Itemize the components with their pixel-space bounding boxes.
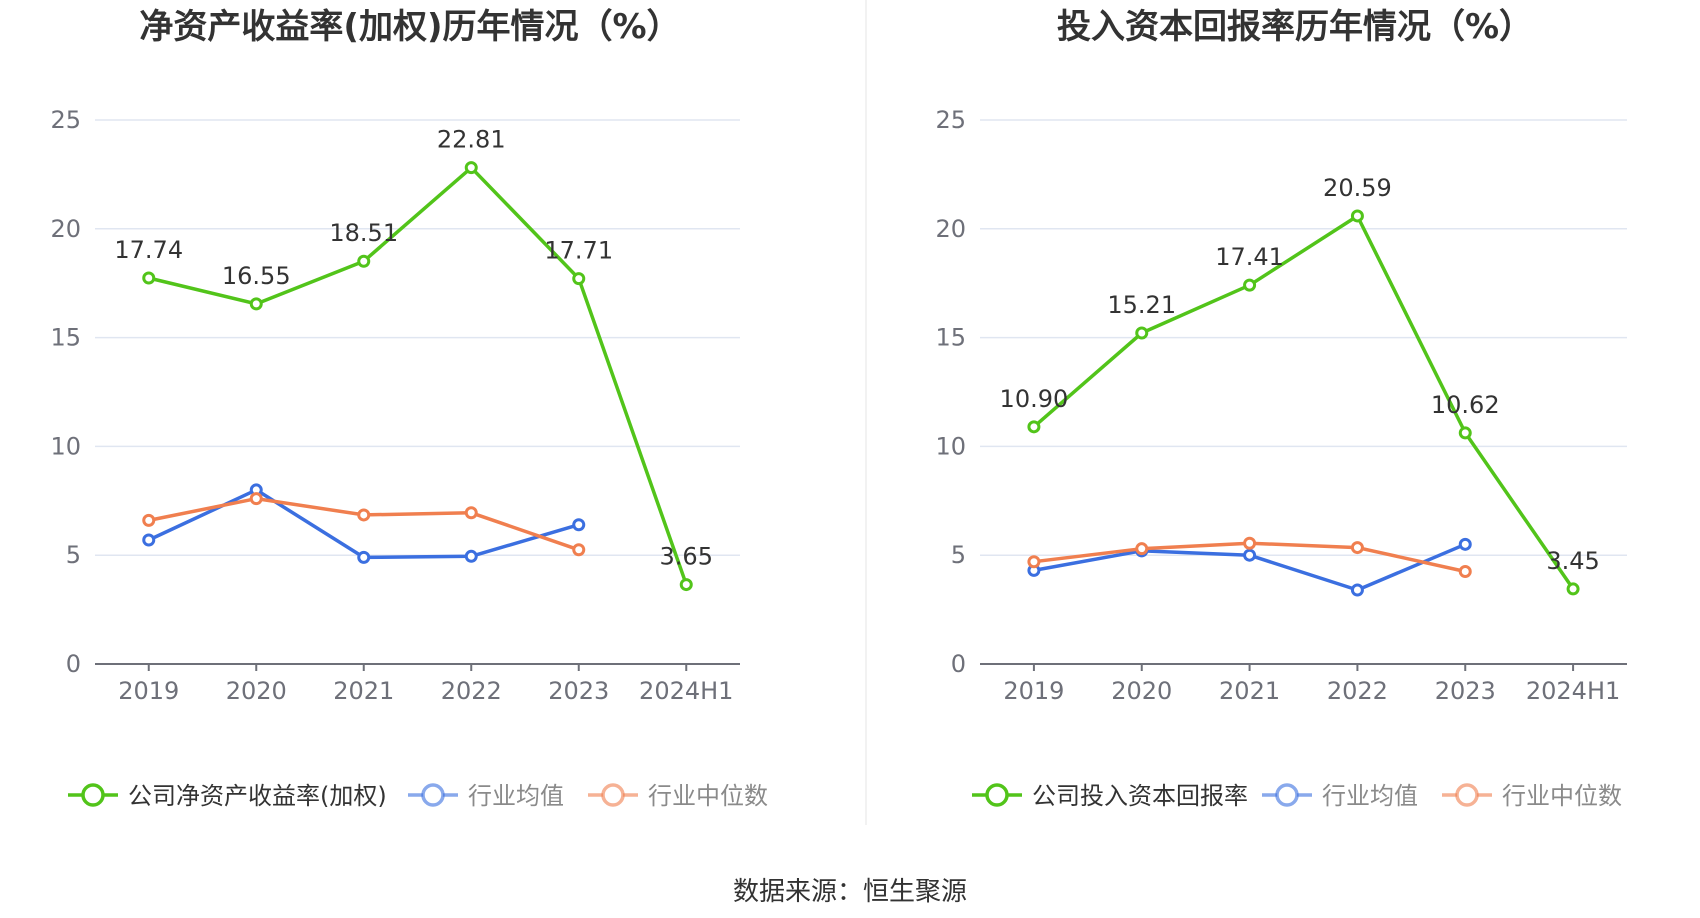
data-point <box>1566 582 1580 596</box>
legend-item: 公司净资产收益率(加权) <box>68 782 387 810</box>
series-3 <box>1027 536 1472 579</box>
y-tick-label: 0 <box>66 650 81 678</box>
data-point <box>1243 536 1257 550</box>
data-label: 3.65 <box>660 543 713 571</box>
data-point <box>572 543 586 557</box>
x-tick-label: 2020 <box>226 677 287 705</box>
data-source: 数据来源：恒生聚源 <box>733 877 967 907</box>
data-point <box>142 513 156 527</box>
legend-marker <box>1275 783 1299 807</box>
x-tick-label: 2024H1 <box>1526 677 1620 705</box>
x-tick-label: 2022 <box>1327 677 1388 705</box>
x-tick-label: 2024H1 <box>639 677 733 705</box>
series-2 <box>142 483 586 564</box>
legend-marker <box>601 783 625 807</box>
data-point <box>1243 548 1257 562</box>
data-point <box>572 272 586 286</box>
legend-label: 行业均值 <box>468 782 564 810</box>
legend-item: 行业中位数 <box>588 782 768 810</box>
data-label: 3.45 <box>1546 547 1599 575</box>
data-label: 22.81 <box>437 126 506 154</box>
data-label: 17.71 <box>544 237 613 265</box>
legend-label: 公司投入资本回报率 <box>1032 782 1248 810</box>
x-tick-label: 2022 <box>441 677 502 705</box>
series-3 <box>142 492 586 557</box>
data-point <box>142 533 156 547</box>
legend-label: 行业中位数 <box>1502 782 1622 810</box>
chart-panel-2: 投入资本回报率历年情况（%） 0 5 10 15 20 25 2019 2020 2021 2022… <box>935 7 1627 810</box>
data-label: 17.41 <box>1215 243 1284 271</box>
y-tick-label: 20 <box>935 215 966 243</box>
data-point <box>464 506 478 520</box>
series-1: 17.74 16.55 18.51 22.81 17.71 3.65 <box>114 126 713 592</box>
chart-title: 投入资本回报率历年情况（%） <box>1057 7 1533 47</box>
data-point <box>1027 555 1041 569</box>
y-tick-label: 20 <box>50 215 81 243</box>
data-point <box>1350 583 1364 597</box>
x-tick-label: 2020 <box>1111 677 1172 705</box>
legend-item: 行业均值 <box>1262 782 1418 810</box>
y-tick-label: 10 <box>935 432 966 460</box>
series-1: 10.90 15.21 17.41 20.59 10.62 3.45 <box>1000 174 1600 596</box>
x-tick-label: 2021 <box>1219 677 1280 705</box>
data-label: 18.51 <box>329 219 398 247</box>
data-point <box>1135 542 1149 556</box>
legend-marker <box>1455 783 1479 807</box>
chart-panel-1: 净资产收益率(加权)历年情况（%） 0 5 10 15 20 25 2019 2020 2021 2… <box>50 7 768 810</box>
data-point <box>572 518 586 532</box>
legend-item: 公司投入资本回报率 <box>972 782 1248 810</box>
data-point <box>1458 537 1472 551</box>
data-point <box>249 297 263 311</box>
legend-marker <box>81 783 105 807</box>
data-point <box>464 161 478 175</box>
x-tick-label: 2019 <box>118 677 179 705</box>
series-line <box>148 165 688 586</box>
data-point <box>1350 209 1364 223</box>
data-point <box>1027 420 1041 434</box>
data-label: 10.62 <box>1431 391 1500 419</box>
legend-label: 公司净资产收益率(加权) <box>128 782 387 810</box>
x-tick-label: 2023 <box>1435 677 1496 705</box>
data-point <box>357 254 371 268</box>
y-tick-label: 5 <box>66 541 81 569</box>
data-point <box>1135 326 1149 340</box>
data-point <box>357 550 371 564</box>
y-tick-label: 25 <box>50 106 81 134</box>
data-point <box>1458 565 1472 579</box>
x-tick-label: 2023 <box>548 677 609 705</box>
y-tick-label: 0 <box>951 650 966 678</box>
data-point <box>1458 426 1472 440</box>
y-tick-label: 25 <box>935 106 966 134</box>
x-tick-label: 2021 <box>333 677 394 705</box>
legend-marker <box>985 783 1009 807</box>
legend-marker <box>421 783 445 807</box>
data-label: 15.21 <box>1107 291 1176 319</box>
data-point <box>464 549 478 563</box>
data-point <box>249 492 263 506</box>
y-tick-label: 5 <box>951 541 966 569</box>
chart-title: 净资产收益率(加权)历年情况（%） <box>139 7 680 47</box>
series-line <box>148 488 580 560</box>
legend-label: 行业中位数 <box>648 782 768 810</box>
data-label: 20.59 <box>1323 174 1392 202</box>
legend-item: 行业中位数 <box>1442 782 1622 810</box>
legend-label: 行业均值 <box>1322 782 1418 810</box>
data-point <box>142 271 156 285</box>
data-point <box>357 508 371 522</box>
data-label: 10.90 <box>1000 385 1069 413</box>
data-label: 17.74 <box>114 236 183 264</box>
data-point <box>1350 541 1364 555</box>
legend-item: 行业均值 <box>408 782 564 810</box>
x-tick-label: 2019 <box>1003 677 1064 705</box>
y-tick-label: 15 <box>50 324 81 352</box>
data-label: 16.55 <box>222 262 291 290</box>
y-tick-label: 15 <box>935 324 966 352</box>
y-tick-label: 10 <box>50 432 81 460</box>
data-point <box>679 578 693 592</box>
data-point <box>1243 278 1257 292</box>
series-line <box>1032 214 1575 590</box>
